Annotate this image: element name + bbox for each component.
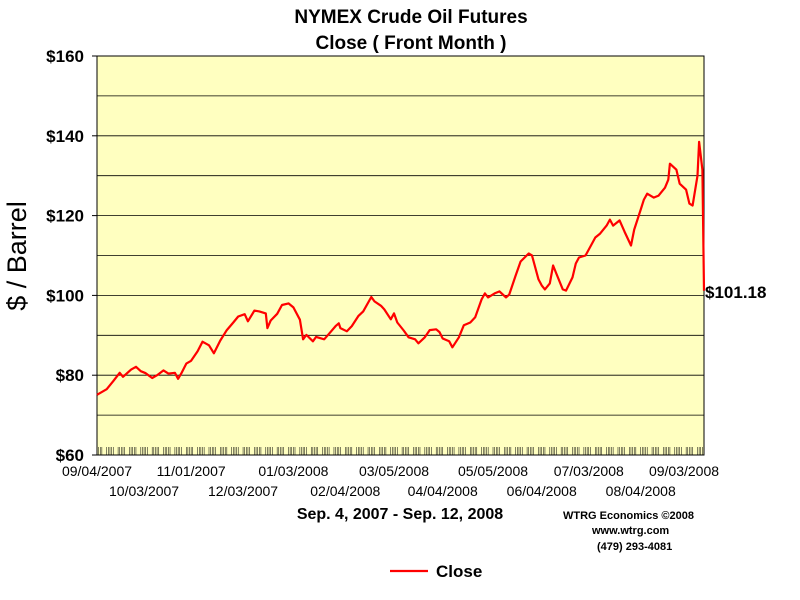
x-tick-label: 12/03/2007 <box>208 483 278 499</box>
x-tick-label: 08/04/2008 <box>606 483 676 499</box>
x-tick-label: 09/03/2008 <box>649 463 719 479</box>
y-tick-label: $100 <box>46 286 84 305</box>
x-tick-label: 04/04/2008 <box>408 483 478 499</box>
end-value-label: $101.18 <box>705 283 766 302</box>
x-axis-ticks: 09/04/2007 11/01/2007 01/03/2008 03/05/2008… <box>62 463 719 499</box>
x-tick-label: 01/03/2008 <box>258 463 328 479</box>
chart-title: NYMEX Crude Oil Futures <box>294 7 527 28</box>
x-minor-ticks <box>96 447 705 455</box>
x-tick-label: 11/01/2007 <box>157 463 226 479</box>
x-tick-label: 10/03/2007 <box>109 483 179 499</box>
x-tick-label: 09/04/2007 <box>62 463 132 479</box>
x-tick-label: 05/05/2008 <box>458 463 528 479</box>
x-tick-label: 06/04/2008 <box>507 483 577 499</box>
y-axis-ticks: $60 $80 $100 $120 $140 $160 <box>46 47 97 465</box>
y-tick-label: $140 <box>46 127 84 146</box>
grid-lines <box>97 95 704 416</box>
x-tick-label: 07/03/2008 <box>554 463 624 479</box>
credit-line-1: WTRG Economics ©2008 <box>563 510 694 522</box>
y-tick-label: $60 <box>56 446 84 465</box>
chart-subtitle: Close ( Front Month ) <box>315 33 506 54</box>
y-tick-label: $120 <box>46 207 84 226</box>
credit-line-2: www.wtrg.com <box>591 525 669 537</box>
y-axis-label: $ / Barrel <box>2 201 32 311</box>
x-tick-label: 02/04/2008 <box>310 483 380 499</box>
credit-line-3: (479) 293-4081 <box>597 541 672 553</box>
y-tick-label: $160 <box>46 47 84 66</box>
legend-label: Close <box>436 562 482 581</box>
y-tick-label: $80 <box>56 366 84 385</box>
date-range-label: Sep. 4, 2007 - Sep. 12, 2008 <box>297 506 503 523</box>
x-tick-label: 03/05/2008 <box>359 463 429 479</box>
series-line-close <box>96 140 706 396</box>
